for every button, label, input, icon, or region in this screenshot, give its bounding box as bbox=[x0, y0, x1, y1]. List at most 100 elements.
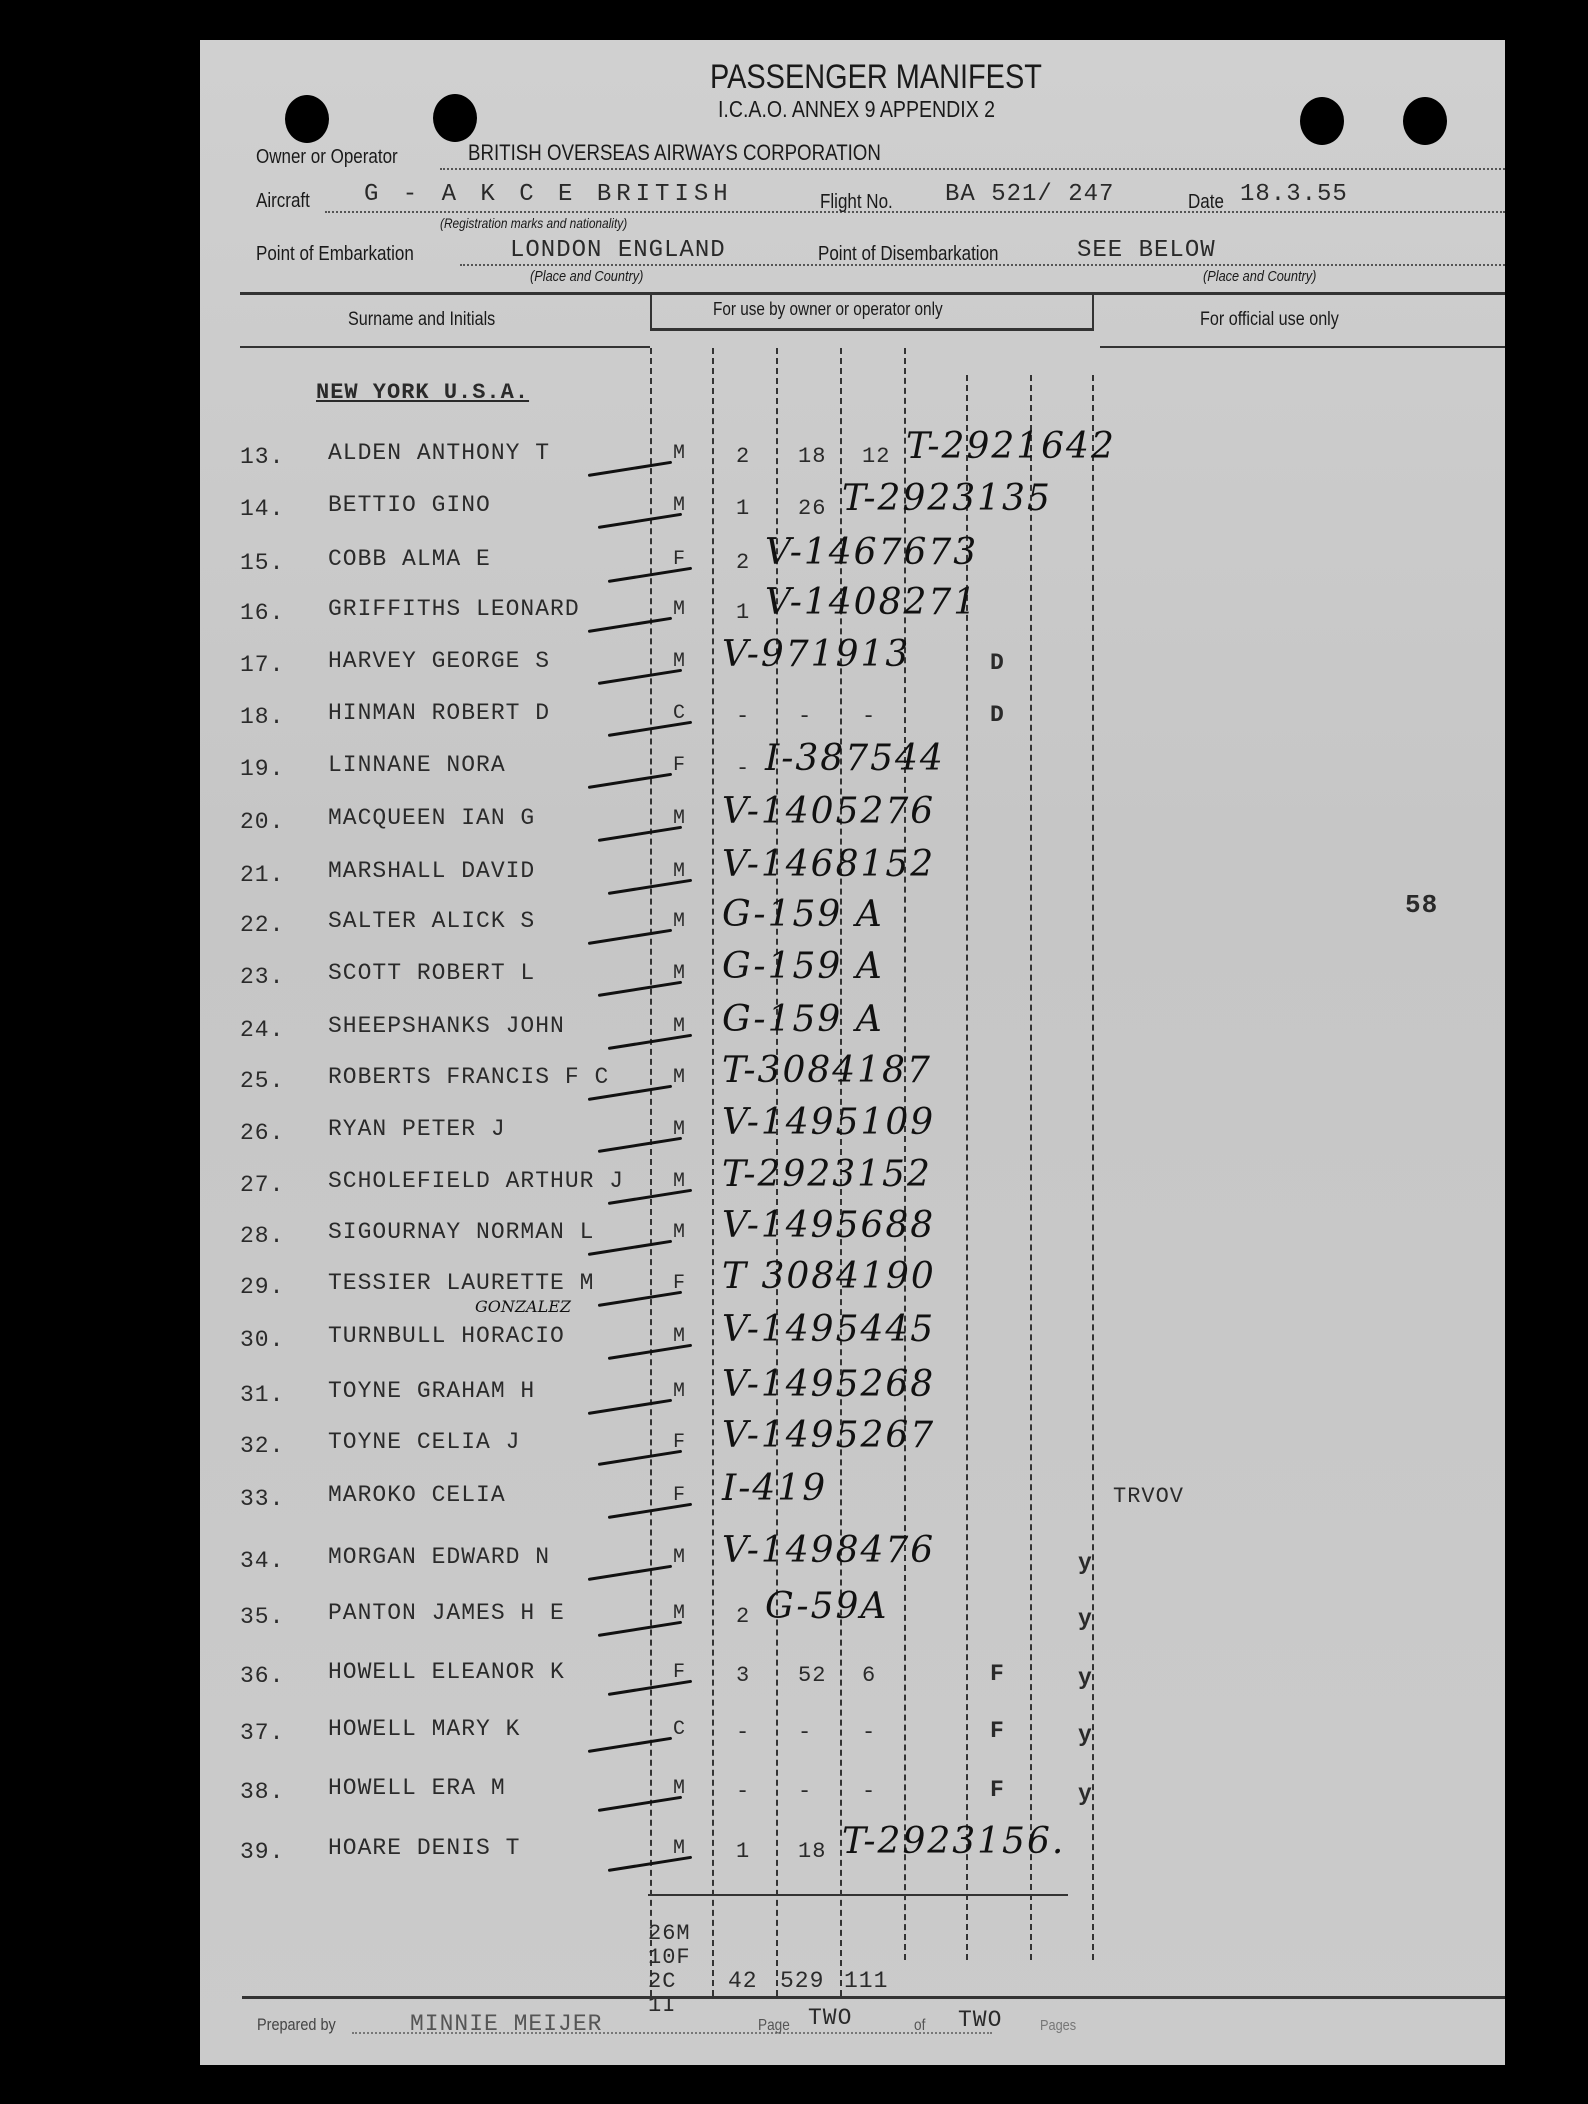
punch-hole bbox=[285, 95, 329, 143]
dotted-line bbox=[325, 211, 1505, 213]
passenger-sex: M bbox=[673, 1380, 687, 1403]
operator-code: - bbox=[736, 704, 751, 729]
row-number: 33. bbox=[240, 1486, 285, 1512]
passenger-name: LINNANE NORA bbox=[328, 752, 506, 778]
official-mark: F bbox=[990, 1718, 1005, 1744]
row-number: 26. bbox=[240, 1120, 285, 1146]
row-number: 37. bbox=[240, 1720, 285, 1746]
handwritten-passport-number: G-159 A bbox=[722, 999, 884, 1040]
passenger-name: SALTER ALICK S bbox=[328, 908, 536, 934]
official-check: y bbox=[1078, 1550, 1093, 1576]
passenger-name: ALDEN ANTHONY T bbox=[328, 440, 551, 466]
date-label: Date bbox=[1188, 191, 1224, 213]
row-number: 32. bbox=[240, 1433, 285, 1459]
column-line bbox=[1092, 375, 1094, 1960]
of-label: of bbox=[914, 2017, 926, 2034]
operator-code: 2 bbox=[736, 1604, 751, 1629]
passenger-name: RYAN PETER J bbox=[328, 1116, 506, 1142]
passenger-sex: M bbox=[673, 910, 687, 933]
passenger-name: TURNBULL HORACIO bbox=[328, 1323, 565, 1349]
dotted-line bbox=[352, 2032, 992, 2034]
header-operator: For use by owner or operator only bbox=[713, 299, 943, 319]
passenger-name: SHEEPSHANKS JOHN bbox=[328, 1013, 565, 1039]
aircraft-hint: (Registration marks and nationality) bbox=[440, 215, 628, 231]
row-number: 36. bbox=[240, 1663, 285, 1689]
rule bbox=[240, 292, 1505, 295]
flight-value: BA 521/ 247 bbox=[945, 181, 1115, 208]
page-label: Page bbox=[758, 2017, 790, 2034]
pages-label: Pages bbox=[1040, 2017, 1077, 2034]
row-number: 24. bbox=[240, 1017, 285, 1043]
handwritten-passport-number: G-159 A bbox=[722, 894, 884, 935]
official-mark: F bbox=[990, 1661, 1005, 1687]
operator-code: 52 bbox=[798, 1663, 827, 1688]
row-number: 16. bbox=[240, 600, 285, 626]
passenger-sex: M bbox=[673, 1546, 687, 1569]
passenger-name: HOWELL ERA M bbox=[328, 1775, 506, 1801]
operator-code: - bbox=[736, 1779, 751, 1804]
operator-code: - bbox=[862, 1720, 877, 1745]
operator-code: - bbox=[862, 1779, 877, 1804]
official-check: y bbox=[1078, 1665, 1093, 1691]
handwritten-passport-number: V-1495268 bbox=[722, 1364, 936, 1405]
handwritten-passport-number: T-2921642 bbox=[906, 426, 1116, 467]
row-number: 20. bbox=[240, 809, 285, 835]
passenger-name: TOYNE CELIA J bbox=[328, 1429, 521, 1455]
official-mark: F bbox=[990, 1777, 1005, 1803]
flight-label: Flight No. bbox=[820, 191, 893, 213]
passenger-sex: M bbox=[673, 1015, 687, 1038]
dotted-line bbox=[440, 168, 1505, 170]
passenger-name: TOYNE GRAHAM H bbox=[328, 1378, 536, 1404]
row-number: 34. bbox=[240, 1548, 285, 1574]
passenger-name: MARSHALL DAVID bbox=[328, 858, 536, 884]
handwritten-passport-number: G-159 A bbox=[722, 946, 884, 987]
total-child: 2C bbox=[648, 1969, 677, 1994]
row-number: 14. bbox=[240, 496, 285, 522]
passenger-name: SCOTT ROBERT L bbox=[328, 960, 536, 986]
handwritten-passport-number: V-1408271 bbox=[765, 582, 979, 623]
handwritten-passport-number: V-1495109 bbox=[722, 1102, 936, 1143]
total-col2: 529 bbox=[780, 1968, 825, 1994]
handwritten-passport-number: G-59A bbox=[765, 1586, 889, 1627]
handwritten-passport-number: T-2923156. bbox=[842, 1821, 1066, 1862]
passenger-sex: M bbox=[673, 1777, 687, 1800]
disembarkation-label: Point of Disembarkation bbox=[818, 243, 999, 265]
operator-code: - bbox=[736, 756, 751, 781]
embarkation-label: Point of Embarkation bbox=[256, 243, 414, 265]
passenger-sex: M bbox=[673, 494, 687, 517]
row-number: 21. bbox=[240, 862, 285, 888]
passenger-name: HARVEY GEORGE S bbox=[328, 648, 551, 674]
passenger-sex: M bbox=[673, 1221, 687, 1244]
column-line bbox=[840, 348, 842, 1996]
form-title: PASSENGER MANIFEST bbox=[710, 58, 1042, 96]
passenger-name: MORGAN EDWARD N bbox=[328, 1544, 551, 1570]
section-heading: NEW YORK U.S.A. bbox=[316, 380, 530, 405]
official-note: TRVOV bbox=[1113, 1484, 1185, 1509]
passenger-sex: F bbox=[673, 1272, 687, 1295]
total-col3: 111 bbox=[844, 1968, 889, 1994]
header-surname: Surname and Initials bbox=[348, 309, 496, 330]
passenger-sex: M bbox=[673, 1837, 687, 1860]
passenger-sex: M bbox=[673, 650, 687, 673]
operator-code: 3 bbox=[736, 1663, 751, 1688]
row-number: 28. bbox=[240, 1223, 285, 1249]
page-value: TWO bbox=[808, 2005, 853, 2031]
handwritten-passport-number: V-971913 bbox=[722, 634, 911, 675]
passenger-name: TESSIER LAURETTE M bbox=[328, 1270, 595, 1296]
passenger-name: COBB ALMA E bbox=[328, 546, 491, 572]
row-number: 15. bbox=[240, 550, 285, 576]
passenger-sex: C bbox=[673, 1718, 687, 1741]
handwritten-passport-number: V-1498476 bbox=[722, 1530, 936, 1571]
column-line bbox=[712, 348, 714, 1996]
owner-label: Owner or Operator bbox=[256, 146, 398, 168]
aircraft-value: G - A K C E BRITISH bbox=[364, 181, 733, 208]
owner-value: BRITISH OVERSEAS AIRWAYS CORPORATION bbox=[468, 140, 881, 165]
operator-code: 6 bbox=[862, 1663, 877, 1688]
form-subtitle: I.C.A.O. ANNEX 9 APPENDIX 2 bbox=[718, 96, 996, 122]
column-line bbox=[1030, 375, 1032, 1960]
row-number: 19. bbox=[240, 756, 285, 782]
disembarkation-hint: (Place and Country) bbox=[1203, 268, 1317, 285]
date-value: 18.3.55 bbox=[1240, 181, 1348, 208]
passenger-sex: M bbox=[673, 1170, 687, 1193]
handwritten-passport-number: T-3084187 bbox=[722, 1050, 932, 1091]
